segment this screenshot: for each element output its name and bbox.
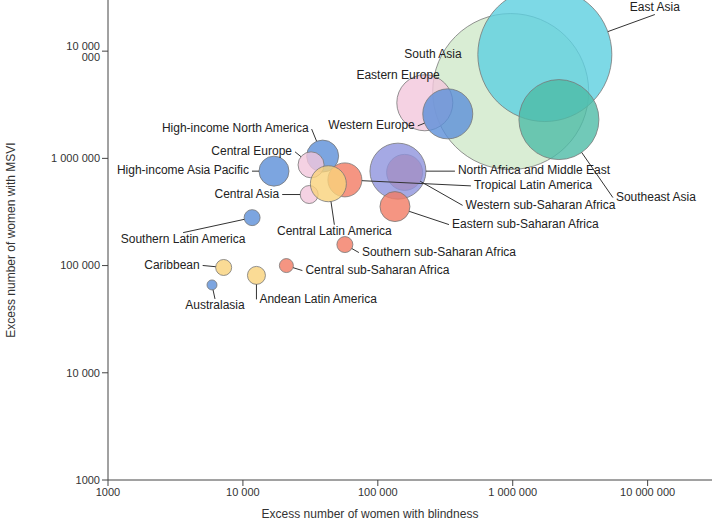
svg-text:Western Europe: Western Europe [328,118,415,132]
svg-text:Excess number of women with MS: Excess number of women with MSVI [8,142,18,337]
svg-text:100 000: 100 000 [60,259,100,271]
svg-text:Central Asia: Central Asia [214,187,279,201]
svg-text:Western sub-Saharan Africa: Western sub-Saharan Africa [466,198,616,212]
svg-text:High-income North America: High-income North America [162,121,309,135]
svg-text:Southeast Asia: Southeast Asia [616,190,696,204]
svg-text:10 000000: 10 000000 [66,40,100,63]
svg-text:Central Europe: Central Europe [211,144,292,158]
svg-text:1000: 1000 [76,474,100,486]
svg-text:East Asia: East Asia [630,0,680,14]
svg-text:10 000: 10 000 [226,486,260,498]
svg-text:Excess number of women with bl: Excess number of women with blindness [262,507,479,521]
svg-text:10 000: 10 000 [66,367,100,379]
svg-text:Andean Latin America: Andean Latin America [259,292,377,306]
svg-text:Central Latin America: Central Latin America [277,224,392,238]
svg-text:1000: 1000 [96,486,120,498]
svg-text:Central sub-Saharan Africa: Central sub-Saharan Africa [305,263,449,277]
svg-text:North Africa and Middle East: North Africa and Middle East [458,163,611,177]
svg-text:1 000 000: 1 000 000 [51,152,100,164]
svg-text:Eastern Europe: Eastern Europe [356,68,440,82]
svg-text:Tropical Latin America: Tropical Latin America [474,178,593,192]
svg-text:Australasia: Australasia [185,298,245,312]
svg-text:Southern Latin America: Southern Latin America [121,232,246,246]
svg-text:South Asia: South Asia [404,47,462,61]
svg-text:Caribbean: Caribbean [144,258,199,272]
svg-text:1 000 000: 1 000 000 [488,486,537,498]
svg-text:Eastern sub-Saharan Africa: Eastern sub-Saharan Africa [452,217,599,231]
svg-text:High-income Asia Pacific: High-income Asia Pacific [117,163,249,177]
svg-text:100 000: 100 000 [358,486,398,498]
svg-text:Southern sub-Saharan Africa: Southern sub-Saharan Africa [362,245,516,259]
svg-text:10 000 000: 10 000 000 [620,486,675,498]
